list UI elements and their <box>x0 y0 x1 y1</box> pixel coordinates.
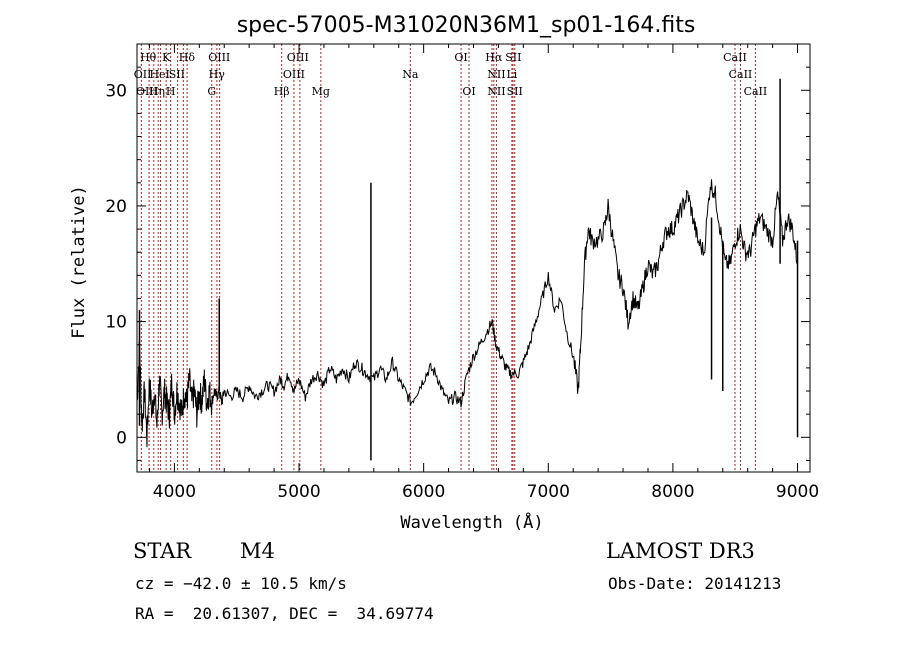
line-label: SII <box>505 51 521 64</box>
line-label: OIII <box>283 68 305 81</box>
line-label: H <box>166 85 176 98</box>
x-tick-label: 5000 <box>277 482 320 502</box>
x-axis-ticks: 4000 5000 6000 7000 8000 9000 <box>148 44 819 502</box>
line-label: G <box>207 85 216 98</box>
line-label: Hγ <box>209 68 226 81</box>
y-tick-label: 30 <box>105 81 127 101</box>
line-label: OII <box>134 68 152 81</box>
line-label: Hδ <box>179 51 196 64</box>
line-label: OI <box>454 51 467 64</box>
line-label: Na <box>402 68 419 81</box>
survey-name: LAMOST DR3 <box>606 539 755 563</box>
y-tick-label: 0 <box>116 428 127 448</box>
line-label: SII <box>507 85 523 98</box>
line-label: NII <box>487 68 505 81</box>
plot-frame <box>136 43 811 473</box>
line-label: OIII <box>136 85 158 98</box>
y-tick-label: 20 <box>105 197 127 217</box>
line-label: OI <box>462 85 475 98</box>
line-label: CaII <box>744 85 768 98</box>
line-label: Hα <box>485 51 503 64</box>
line-label: OIII <box>208 51 230 64</box>
line-label: Li <box>506 68 517 81</box>
observation-date: Obs-Date: 20141213 <box>608 574 782 593</box>
object-subclass: M4 <box>240 539 275 563</box>
x-tick-label: 9000 <box>776 482 819 502</box>
x-tick-label: 8000 <box>651 482 694 502</box>
line-label: Mg <box>312 85 330 98</box>
line-label: Hη <box>149 85 165 98</box>
line-label: NII <box>487 85 505 98</box>
chart-title: spec-57005-M31020N36M1_sp01-164.fits <box>237 13 696 38</box>
line-label: CaII <box>729 68 753 81</box>
redshift-velocity: cz = −42.0 ± 10.5 km/s <box>135 574 347 593</box>
x-axis-label: Wavelength (Å) <box>400 511 543 533</box>
line-label: HeI <box>149 68 169 81</box>
line-label: OIII <box>287 51 309 64</box>
x-tick-label: 4000 <box>153 482 196 502</box>
y-tick-label: 10 <box>105 313 127 333</box>
line-label: Hθ <box>140 51 157 64</box>
y-axis-label: Flux (relative) <box>69 185 89 339</box>
object-class: STAR <box>133 539 192 563</box>
line-label: CaII <box>723 51 747 64</box>
emission-line-markers <box>140 44 756 472</box>
x-tick-label: 6000 <box>402 482 445 502</box>
line-label: K <box>162 51 171 64</box>
coordinates: RA = 20.61307, DEC = 34.69774 <box>135 604 434 623</box>
spectrum-line <box>136 179 798 448</box>
spectrum-trace <box>136 78 799 461</box>
line-label: Hβ <box>274 85 290 98</box>
line-label: SII <box>169 68 185 81</box>
x-tick-label: 7000 <box>527 482 570 502</box>
y-axis-ticks: 0 10 20 30 <box>105 66 810 461</box>
